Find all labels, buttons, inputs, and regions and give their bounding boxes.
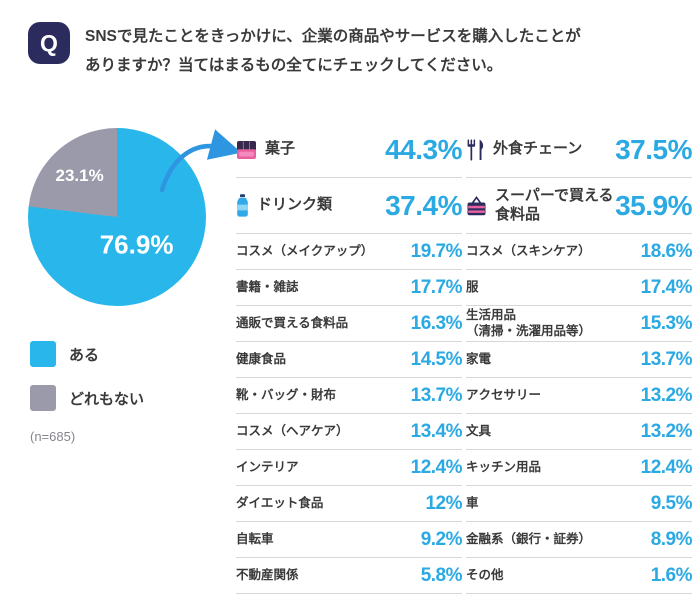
category-value: 18.6% — [640, 240, 693, 262]
category-row: 金融系（銀行・証券） 8.9% — [466, 522, 693, 558]
pie-slice-label-yes: 76.9% — [99, 229, 174, 260]
utensils-icon — [466, 139, 485, 161]
category-label: 服 — [466, 279, 479, 294]
grocery-icon — [466, 195, 487, 216]
category-value: 35.9% — [615, 189, 692, 221]
legend-label-no: どれもない — [69, 390, 145, 408]
category-value: 8.9% — [650, 528, 693, 550]
category-label: キッチン用品 — [466, 459, 542, 474]
category-label: 外食チェーン — [493, 140, 583, 158]
category-value: 13.7% — [410, 384, 463, 406]
category-column-left: 菓子 44.3% ドリンク類 37.4% コスメ（メイクアップ） 19.7% 書… — [236, 122, 463, 594]
category-value: 19.7% — [410, 240, 463, 262]
category-label: 家電 — [466, 351, 492, 366]
legend-swatch-yes — [30, 341, 56, 367]
category-label: 靴・バッグ・財布 — [236, 387, 337, 402]
category-row: ダイエット食品 12% — [236, 486, 462, 522]
category-value: 17.4% — [640, 276, 693, 298]
pie-chart: 23.1% 76.9% — [28, 128, 206, 306]
pie-slice-label-no: 23.1% — [55, 166, 104, 186]
category-row: コスメ（スキンケア） 18.6% — [466, 234, 693, 270]
category-row: 外食チェーン 37.5% — [466, 122, 692, 178]
question-text: SNSで見たことをきっかけに、企業の商品やサービスを購入したことが ありますか？… — [85, 28, 581, 74]
category-value: 16.3% — [410, 312, 463, 334]
category-row: 文具 13.2% — [466, 414, 693, 450]
category-label: ドリンク類 — [257, 196, 333, 214]
category-value: 14.5% — [410, 348, 463, 370]
category-label: ダイエット食品 — [236, 495, 324, 510]
category-value: 12.4% — [640, 456, 693, 478]
category-row: 服 17.4% — [466, 270, 693, 306]
legend-label-yes: ある — [69, 346, 100, 364]
category-label: 通販で買える食料品 — [236, 315, 349, 330]
category-value: 17.7% — [410, 276, 463, 298]
category-row: キッチン用品 12.4% — [466, 450, 693, 486]
question-badge-icon: Q — [28, 22, 70, 64]
category-value: 13.2% — [640, 384, 693, 406]
category-row: ドリンク類 37.4% — [236, 178, 462, 234]
category-label: コスメ（スキンケア） — [466, 243, 591, 258]
category-row: 自転車 9.2% — [236, 522, 463, 558]
category-label: その他 — [466, 567, 504, 582]
category-value: 12.4% — [410, 456, 463, 478]
category-row: 菓子 44.3% — [236, 122, 462, 178]
category-row: 家電 13.7% — [466, 342, 693, 378]
category-row: 健康食品 14.5% — [236, 342, 463, 378]
chocolate-icon — [236, 140, 257, 160]
category-row: 生活用品 （清掃・洗濯用品等） 15.3% — [466, 306, 693, 342]
category-label: インテリア — [236, 459, 299, 474]
category-value: 5.8% — [420, 564, 463, 586]
category-label: 菓子 — [265, 140, 296, 158]
category-row: スーパーで買える 食料品 35.9% — [466, 178, 692, 234]
legend-item-yes: ある — [30, 341, 144, 367]
category-row: 書籍・雑誌 17.7% — [236, 270, 463, 306]
pie-legend: ある どれもない (n=685) — [30, 341, 144, 444]
category-label: コスメ（ヘアケア） — [236, 423, 349, 438]
category-row: 車 9.5% — [466, 486, 693, 522]
category-value: 15.3% — [640, 312, 693, 334]
category-label: コスメ（メイクアップ） — [236, 243, 374, 258]
category-row: その他 1.6% — [466, 558, 693, 594]
category-row: 不動産関係 5.8% — [236, 558, 463, 594]
category-label: 生活用品 （清掃・洗濯用品等） — [466, 307, 592, 338]
category-value: 9.2% — [420, 528, 463, 550]
category-label: 金融系（銀行・証券） — [466, 531, 592, 546]
legend-item-no: どれもない — [30, 385, 144, 411]
category-label: 健康食品 — [236, 351, 287, 366]
bottle-icon — [236, 194, 249, 217]
category-value: 13.7% — [640, 348, 693, 370]
category-value: 12% — [425, 492, 462, 514]
category-label: 文具 — [466, 423, 492, 438]
category-row: 通販で買える食料品 16.3% — [236, 306, 463, 342]
category-value: 37.4% — [385, 189, 462, 221]
category-column-right: 外食チェーン 37.5% スーパーで買える 食料品 35.9% コスメ（スキンケ… — [466, 122, 693, 594]
category-label: 不動産関係 — [236, 567, 299, 582]
category-value: 13.4% — [410, 420, 463, 442]
category-value: 37.5% — [615, 133, 692, 165]
category-label: 車 — [466, 495, 479, 510]
category-row: 靴・バッグ・財布 13.7% — [236, 378, 463, 414]
legend-swatch-no — [30, 385, 56, 411]
category-label: 自転車 — [236, 531, 274, 546]
sample-size-label: (n=685) — [30, 429, 76, 444]
category-value: 13.2% — [640, 420, 693, 442]
category-row: アクセサリー 13.2% — [466, 378, 693, 414]
category-row: コスメ（メイクアップ） 19.7% — [236, 234, 463, 270]
category-value: 44.3% — [385, 133, 462, 165]
category-row: コスメ（ヘアケア） 13.4% — [236, 414, 463, 450]
category-row: インテリア 12.4% — [236, 450, 463, 486]
question-header: Q SNSで見たことをきっかけに、企業の商品やサービスを購入したことが あります… — [28, 22, 684, 80]
category-value: 1.6% — [650, 564, 693, 586]
category-label: アクセサリー — [466, 387, 542, 402]
category-label: 書籍・雑誌 — [236, 279, 299, 294]
category-label: スーパーで買える 食料品 — [495, 186, 614, 223]
category-value: 9.5% — [650, 492, 693, 514]
